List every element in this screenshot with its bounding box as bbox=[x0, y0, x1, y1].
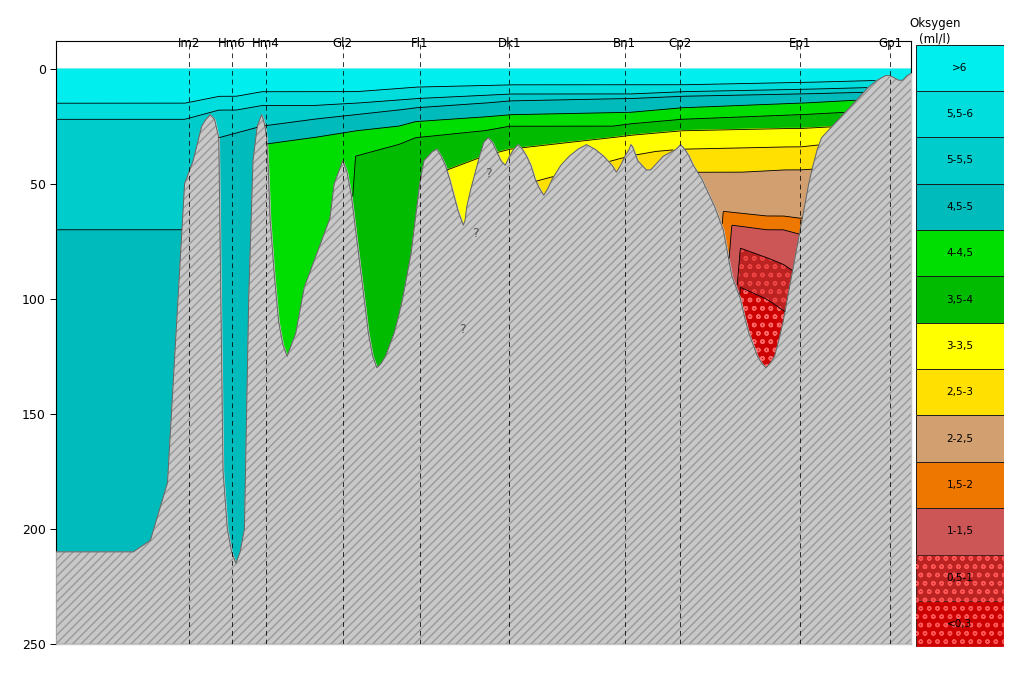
Text: Fl1: Fl1 bbox=[411, 37, 428, 50]
Text: Gp1: Gp1 bbox=[878, 37, 902, 50]
Text: 3-3,5: 3-3,5 bbox=[946, 341, 974, 351]
Text: Hm6: Hm6 bbox=[218, 37, 246, 50]
Text: Dk1: Dk1 bbox=[498, 37, 521, 50]
Text: Im2: Im2 bbox=[177, 37, 200, 50]
Text: 1-1,5: 1-1,5 bbox=[946, 526, 974, 536]
Text: <0,3: <0,3 bbox=[947, 619, 973, 629]
Text: ?: ? bbox=[484, 167, 492, 180]
Text: 5-5,5: 5-5,5 bbox=[946, 155, 974, 166]
Text: ?: ? bbox=[459, 323, 466, 336]
Text: 4,5-5: 4,5-5 bbox=[946, 202, 974, 212]
Text: 0,5-1: 0,5-1 bbox=[946, 573, 974, 583]
Text: 3,5-4: 3,5-4 bbox=[946, 295, 974, 305]
Text: 4-4,5: 4-4,5 bbox=[946, 248, 974, 258]
Text: Bn1: Bn1 bbox=[613, 37, 637, 50]
Text: >6: >6 bbox=[952, 63, 968, 73]
Text: Cp2: Cp2 bbox=[669, 37, 692, 50]
Text: Gl2: Gl2 bbox=[333, 37, 352, 50]
Text: 2,5-3: 2,5-3 bbox=[946, 387, 974, 397]
Text: 5,5-6: 5,5-6 bbox=[946, 109, 974, 119]
Text: Hm4: Hm4 bbox=[252, 37, 280, 50]
Text: 2-2,5: 2-2,5 bbox=[946, 434, 974, 444]
Text: Ep1: Ep1 bbox=[790, 37, 811, 50]
Text: Oksygen
(ml/l): Oksygen (ml/l) bbox=[909, 17, 961, 45]
Text: 1,5-2: 1,5-2 bbox=[946, 480, 974, 490]
Text: ?: ? bbox=[472, 227, 478, 240]
